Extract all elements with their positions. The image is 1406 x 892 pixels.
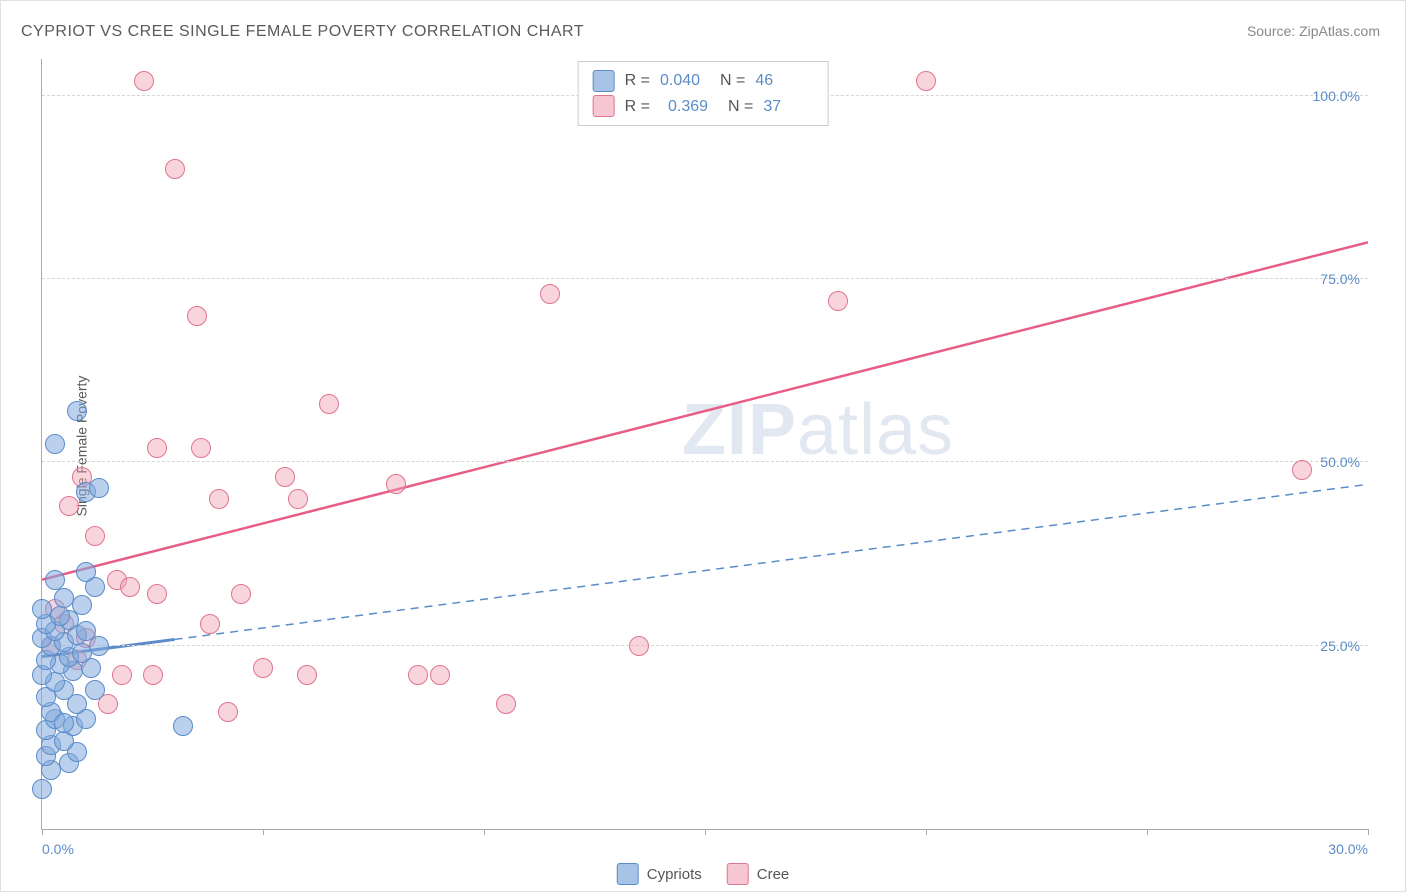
x-tick-mark [926,829,927,835]
data-point [32,599,52,619]
swatch-icon [727,863,749,885]
data-point [76,562,96,582]
data-point [828,291,848,311]
stat-r-value: 0.369 [660,94,718,120]
trend-lines [42,59,1368,829]
legend-label: Cree [757,866,790,883]
gridline [42,461,1368,462]
data-point [629,636,649,656]
stat-n-value: 37 [763,94,813,120]
data-point [200,614,220,634]
legend-row-cypriots: R = 0.040 N = 46 [593,68,814,94]
data-point [275,467,295,487]
swatch-icon [593,95,615,117]
stat-r-value: 0.040 [660,68,710,94]
legend-item-cypriots: Cypriots [617,863,702,885]
data-point [165,159,185,179]
gridline [42,645,1368,646]
y-tick-label: 75.0% [1320,271,1360,287]
data-point [32,779,52,799]
data-point [496,694,516,714]
data-point [89,478,109,498]
data-point [112,665,132,685]
data-point [319,394,339,414]
data-point [85,526,105,546]
data-point [209,489,229,509]
stat-n-label: N = [728,94,753,120]
x-tick-mark [42,829,43,835]
x-tick-mark [484,829,485,835]
data-point [1292,460,1312,480]
legend-label: Cypriots [647,866,702,883]
data-point [191,438,211,458]
data-point [430,665,450,685]
data-point [67,401,87,421]
swatch-icon [617,863,639,885]
stat-n-label: N = [720,68,745,94]
data-point [253,658,273,678]
data-point [187,306,207,326]
legend-row-cree: R = 0.369 N = 37 [593,94,814,120]
data-point [143,665,163,685]
data-point [134,71,154,91]
data-point [540,284,560,304]
data-point [408,665,428,685]
x-tick-mark [1147,829,1148,835]
swatch-icon [593,70,615,92]
data-point [231,584,251,604]
y-tick-label: 100.0% [1313,88,1360,104]
data-point [54,713,74,733]
correlation-legend: R = 0.040 N = 46 R = 0.369 N = 37 [578,61,829,126]
data-point [173,716,193,736]
stat-r-label: R = [625,94,650,120]
series-legend: Cypriots Cree [617,863,790,885]
x-tick-mark [263,829,264,835]
plot-area: ZIPatlas 25.0%50.0%75.0%100.0%0.0%30.0% [41,59,1368,830]
data-point [54,588,74,608]
y-tick-label: 50.0% [1320,454,1360,470]
data-point [45,570,65,590]
data-point [386,474,406,494]
stat-n-value: 46 [755,68,805,94]
data-point [218,702,238,722]
x-tick-label: 0.0% [42,841,74,857]
data-point [120,577,140,597]
chart-container: CYPRIOT VS CREE SINGLE FEMALE POVERTY CO… [0,0,1406,892]
data-point [147,584,167,604]
data-point [45,434,65,454]
data-point [297,665,317,685]
data-point [76,621,96,641]
x-tick-mark [1368,829,1369,835]
chart-title: CYPRIOT VS CREE SINGLE FEMALE POVERTY CO… [21,23,584,41]
y-tick-label: 25.0% [1320,638,1360,654]
x-tick-mark [705,829,706,835]
x-tick-label: 30.0% [1328,841,1368,857]
data-point [85,680,105,700]
data-point [147,438,167,458]
gridline [42,278,1368,279]
data-point [59,496,79,516]
stat-r-label: R = [625,68,650,94]
data-point [288,489,308,509]
data-point [50,606,70,626]
data-point [72,595,92,615]
source-label: Source: ZipAtlas.com [1247,23,1380,39]
data-point [916,71,936,91]
legend-item-cree: Cree [727,863,790,885]
